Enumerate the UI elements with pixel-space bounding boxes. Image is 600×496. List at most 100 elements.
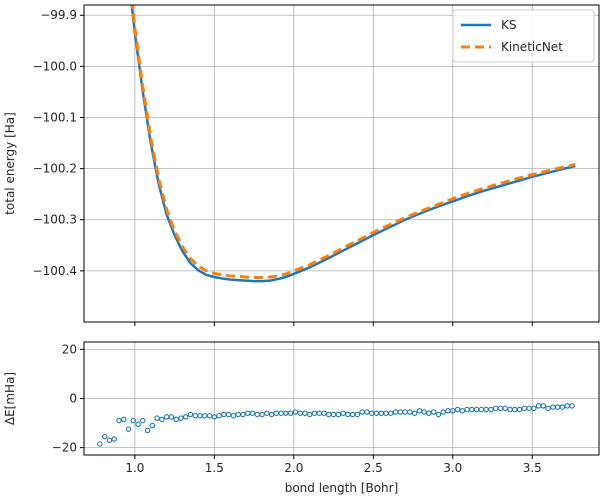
data-point bbox=[302, 410, 308, 416]
data-point bbox=[569, 403, 575, 409]
x-tick-label: 2.5 bbox=[364, 461, 383, 475]
data-point bbox=[378, 410, 384, 416]
x-tick-label: 1.0 bbox=[125, 461, 144, 475]
data-point bbox=[168, 414, 175, 420]
series-line-kineticnet bbox=[130, 5, 576, 280]
data-point bbox=[349, 411, 356, 418]
data-point bbox=[140, 417, 146, 424]
data-point bbox=[445, 408, 451, 414]
data-point bbox=[235, 411, 241, 418]
data-point bbox=[521, 405, 528, 412]
data-point bbox=[163, 414, 170, 420]
data-point bbox=[211, 414, 218, 420]
data-point bbox=[306, 411, 313, 418]
data-point bbox=[388, 410, 394, 416]
data-point bbox=[502, 405, 508, 412]
y-axis-label: total energy [Ha] bbox=[3, 112, 17, 215]
difference-panel: 20 0 −20 1.0 1.5 2.0 2.5 3.0 3.5 ΔE[mHa] bond leng… bbox=[3, 341, 600, 495]
data-point bbox=[230, 412, 237, 419]
data-point bbox=[416, 408, 423, 414]
data-point bbox=[345, 411, 351, 418]
data-point bbox=[435, 411, 442, 418]
data-point bbox=[359, 409, 365, 415]
y-tick-label: −100.3 bbox=[33, 213, 77, 227]
data-point bbox=[135, 421, 141, 428]
data-point bbox=[278, 410, 284, 416]
data-point bbox=[97, 441, 103, 447]
legend-label-ks: KS bbox=[501, 18, 517, 32]
data-point bbox=[459, 408, 466, 414]
y-tick-label: −100.4 bbox=[33, 264, 77, 278]
data-point bbox=[340, 410, 346, 416]
data-point bbox=[402, 409, 408, 415]
data-point bbox=[473, 406, 480, 413]
data-point bbox=[478, 406, 485, 413]
data-point bbox=[154, 415, 160, 421]
data-point bbox=[540, 403, 547, 409]
data-point bbox=[116, 417, 122, 424]
data-point bbox=[330, 411, 337, 418]
plot-area bbox=[130, 5, 576, 283]
data-point bbox=[106, 437, 113, 444]
data-point bbox=[273, 410, 280, 416]
y-tick-label: −99.9 bbox=[40, 8, 77, 22]
y-tick-label: −100.0 bbox=[33, 59, 77, 73]
data-point bbox=[516, 406, 523, 413]
data-point bbox=[283, 410, 289, 416]
data-point bbox=[321, 410, 327, 416]
data-point bbox=[507, 406, 513, 413]
x-tick-label: 2.0 bbox=[284, 461, 303, 475]
data-point bbox=[144, 427, 151, 434]
data-point bbox=[550, 404, 556, 410]
data-point bbox=[225, 411, 232, 418]
data-point bbox=[545, 405, 551, 412]
data-point bbox=[187, 411, 194, 418]
data-point bbox=[297, 410, 303, 416]
y-tick-label: 20 bbox=[62, 342, 77, 356]
data-point bbox=[316, 410, 322, 416]
data-point bbox=[221, 411, 227, 418]
data-point bbox=[202, 412, 208, 419]
data-point bbox=[268, 411, 275, 418]
data-point bbox=[311, 410, 318, 416]
data-point bbox=[483, 406, 489, 413]
data-point bbox=[173, 416, 179, 423]
data-point bbox=[564, 403, 570, 409]
data-point bbox=[430, 409, 437, 415]
data-point bbox=[354, 411, 361, 418]
data-point bbox=[492, 405, 499, 412]
plot-area bbox=[97, 403, 575, 447]
data-point bbox=[464, 406, 470, 413]
data-point bbox=[497, 405, 504, 412]
data-point bbox=[364, 409, 370, 415]
data-point bbox=[373, 410, 380, 416]
data-point bbox=[469, 406, 475, 413]
y-tick-label: −100.1 bbox=[33, 110, 77, 124]
x-tick-label: 3.5 bbox=[523, 461, 542, 475]
data-point bbox=[326, 411, 332, 418]
data-point bbox=[192, 412, 199, 419]
x-tick-label: 3.0 bbox=[443, 461, 462, 475]
data-point bbox=[149, 422, 156, 429]
data-point bbox=[411, 410, 418, 416]
data-point bbox=[526, 405, 532, 412]
data-point bbox=[111, 436, 117, 442]
data-point bbox=[407, 409, 413, 415]
data-point bbox=[287, 410, 294, 416]
data-point bbox=[254, 411, 261, 418]
data-point bbox=[159, 416, 165, 423]
data-point bbox=[335, 411, 342, 418]
data-point bbox=[240, 411, 246, 418]
data-point bbox=[264, 410, 270, 416]
data-point bbox=[130, 417, 137, 424]
y-tick-label: −100.2 bbox=[33, 162, 77, 176]
data-point bbox=[535, 403, 542, 409]
data-point bbox=[554, 404, 561, 410]
x-axis-label: bond length [Bohr] bbox=[285, 481, 399, 495]
legend-label-kineticnet: KineticNet bbox=[501, 40, 563, 54]
data-point bbox=[120, 416, 127, 423]
data-point bbox=[440, 409, 446, 415]
data-point bbox=[249, 410, 256, 416]
data-point bbox=[125, 426, 132, 432]
